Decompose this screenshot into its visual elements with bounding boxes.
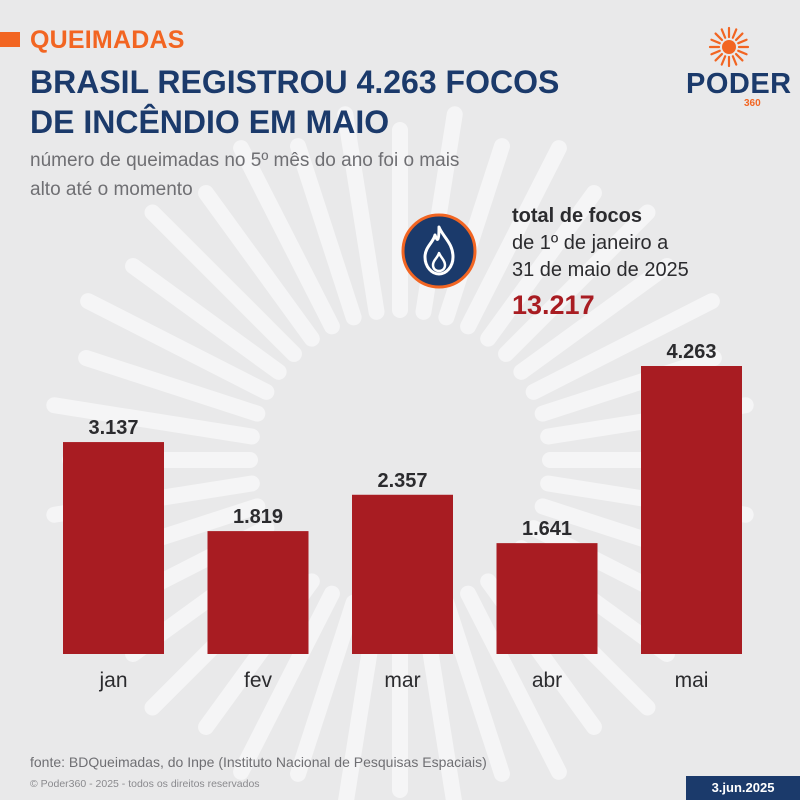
callout-title: total de focos — [512, 205, 643, 227]
flame-icon — [401, 213, 477, 289]
bar-value-label-fev: 1.819 — [233, 506, 283, 528]
logo-wordmark: PODER — [686, 68, 792, 100]
subtitle: número de queimadas no 5º mês do ano foi… — [30, 146, 610, 204]
bar-value-label-abr: 1.641 — [522, 518, 572, 540]
kicker-accent-bar — [0, 32, 20, 47]
bar-jan — [63, 442, 164, 654]
source-note: fonte: BDQueimadas, do Inpe (Instituto N… — [30, 754, 487, 770]
bar-abr — [496, 543, 598, 654]
bar-value-label-jan: 3.137 — [88, 417, 138, 439]
subtitle-line-1: número de queimadas no 5º mês do ano foi… — [30, 150, 460, 171]
headline-line-2: DE INCÊNDIO EM MAIO — [30, 104, 390, 140]
category-label-jan: jan — [98, 669, 127, 692]
headline-line-1: BRASIL REGISTROU 4.263 FOCOS — [30, 64, 560, 100]
callout-period-line-2: 31 de maio de 2025 — [512, 259, 689, 281]
bar-mai — [641, 366, 742, 654]
category-label-abr: abr — [532, 669, 562, 692]
logo-suffix: 360 — [744, 98, 761, 109]
bar-value-label-mai: 4.263 — [666, 341, 716, 363]
headline: BRASIL REGISTROU 4.263 FOCOS DE INCÊNDIO… — [30, 62, 640, 142]
copyright-note: © Poder360 - 2025 - todos os direitos re… — [30, 778, 260, 790]
category-label-fev: fev — [244, 669, 273, 692]
subtitle-line-2: alto até o momento — [30, 179, 193, 200]
date-badge: 3.jun.2025 — [686, 776, 800, 800]
bar-value-label-mar: 2.357 — [377, 470, 427, 492]
bar-mar — [352, 494, 453, 654]
callout-total-value: 13.217 — [512, 290, 595, 320]
category-label-mai: mai — [675, 669, 709, 692]
poder360-logo: PODER 360 — [680, 26, 791, 116]
category-label-mar: mar — [384, 669, 420, 692]
bar-fev — [207, 531, 309, 654]
sun-logo-icon — [708, 26, 750, 68]
kicker-label: QUEIMADAS — [30, 26, 185, 54]
callout-period-line-1: de 1º de janeiro a — [512, 232, 669, 254]
